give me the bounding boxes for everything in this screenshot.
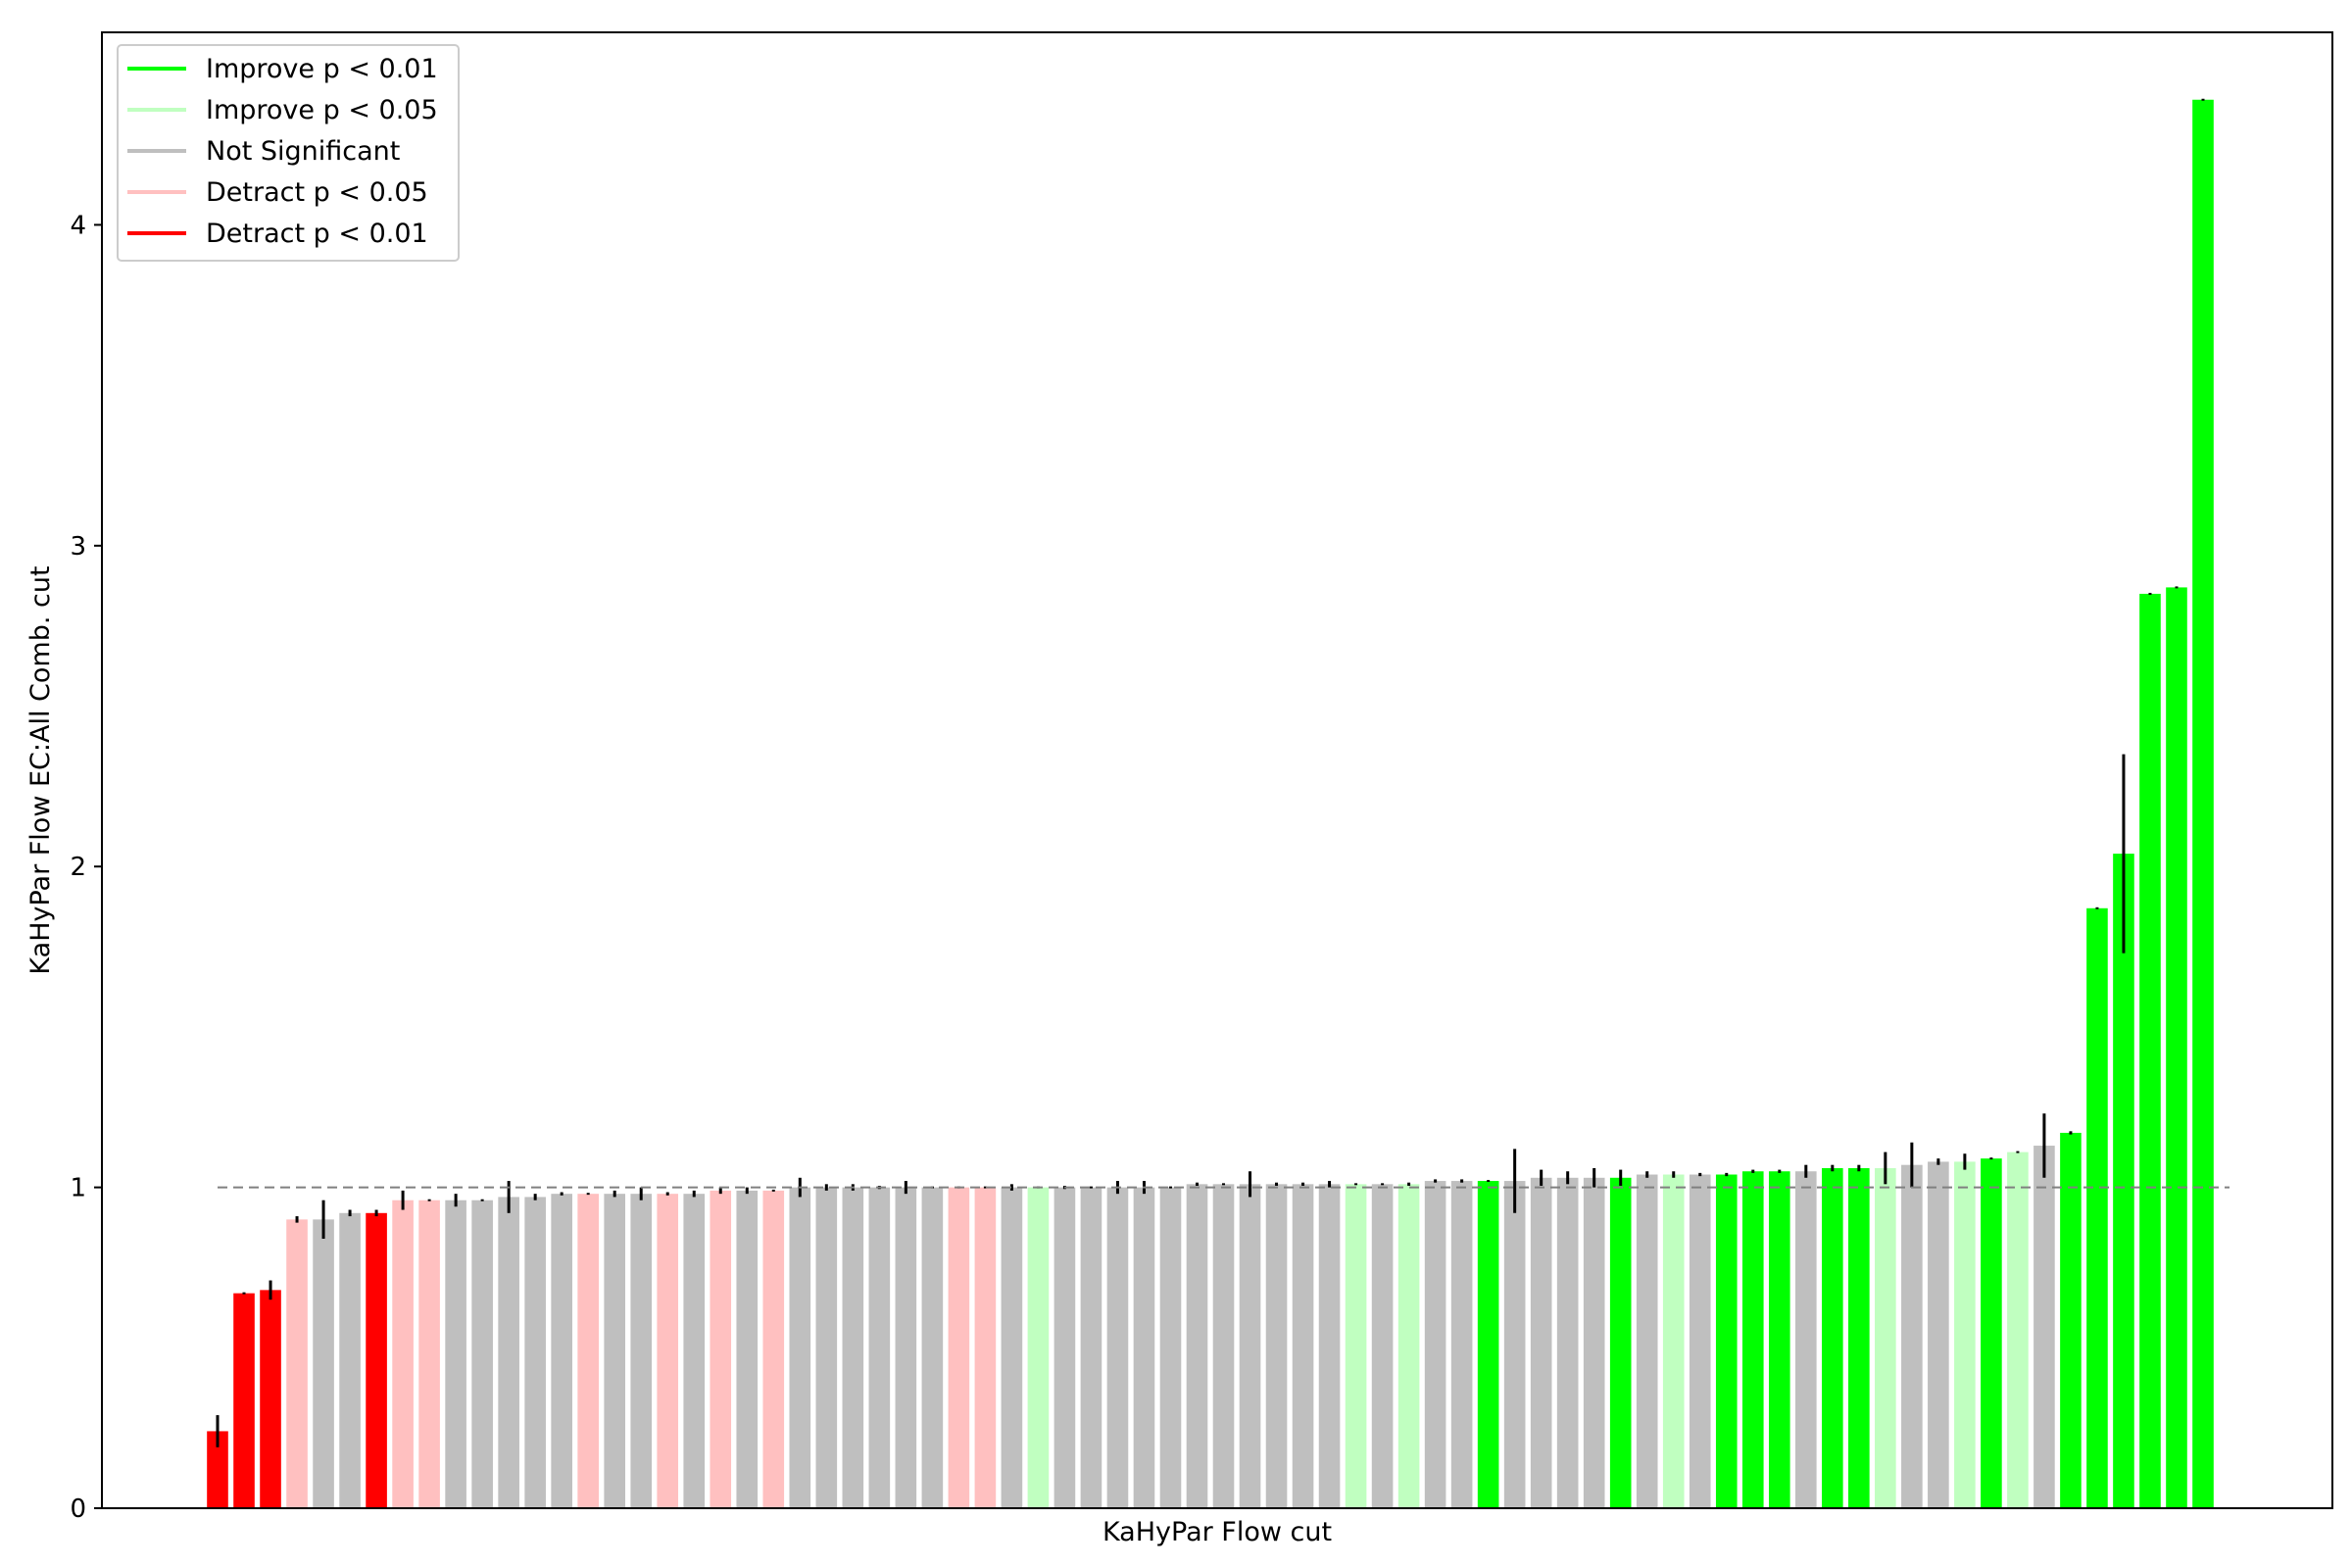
bar <box>1741 1171 1764 1508</box>
bar <box>233 1293 255 1508</box>
bar <box>1848 1167 1870 1508</box>
y-tick-label: 1 <box>70 1174 86 1203</box>
legend-label: Not Significant <box>206 136 400 167</box>
bar <box>1928 1161 1949 1508</box>
y-axis-label: KaHyPar Flow EC:All Comb. cut <box>25 565 56 974</box>
legend-frame <box>117 44 460 262</box>
bar <box>1450 1181 1473 1508</box>
bar <box>1954 1161 1976 1508</box>
error-bars-group <box>216 98 2205 1447</box>
legend-label: Detract p < 0.01 <box>206 219 428 249</box>
bar <box>1424 1181 1446 1508</box>
bar <box>392 1200 414 1508</box>
bars-group <box>207 99 2214 1508</box>
bar <box>1186 1184 1208 1508</box>
bar <box>736 1190 759 1508</box>
bar <box>1875 1167 1896 1508</box>
plot-area-frame <box>101 31 2333 1509</box>
bar <box>2086 907 2108 1508</box>
bar <box>445 1200 466 1508</box>
bar <box>2166 587 2187 1508</box>
bar <box>1265 1184 1288 1508</box>
y-tick-label: 3 <box>70 532 86 562</box>
bar <box>1159 1187 1182 1508</box>
bar <box>418 1200 440 1508</box>
bar <box>1239 1184 1261 1508</box>
bar <box>762 1190 785 1508</box>
legend-label: Improve p < 0.05 <box>206 95 438 125</box>
bar <box>1503 1181 1526 1508</box>
bar <box>286 1219 308 1508</box>
bar <box>498 1197 519 1508</box>
bar <box>2007 1152 2029 1508</box>
bar <box>604 1194 625 1508</box>
bar <box>551 1194 572 1508</box>
y-tick-label: 2 <box>70 853 86 882</box>
bar <box>1530 1177 1552 1508</box>
y-tick-label: 4 <box>70 211 86 240</box>
bar <box>1345 1184 1367 1508</box>
bar <box>657 1194 679 1508</box>
bar <box>1662 1174 1685 1508</box>
bar <box>1715 1174 1738 1508</box>
bar <box>1636 1174 1658 1508</box>
bar <box>1689 1174 1711 1508</box>
bar <box>313 1219 334 1508</box>
legend: Improve p < 0.01 Improve p < 0.05 Not Sign… <box>117 44 460 262</box>
bar <box>1106 1187 1129 1508</box>
bar <box>789 1187 811 1508</box>
bar <box>1371 1184 1394 1508</box>
bar <box>1054 1187 1076 1508</box>
bar <box>921 1187 944 1508</box>
bar <box>2192 99 2214 1508</box>
bar <box>948 1187 970 1508</box>
bar <box>1556 1177 1579 1508</box>
bar <box>1822 1167 1843 1508</box>
bar <box>2113 854 2134 1508</box>
bar <box>1001 1187 1023 1508</box>
legend-label: Improve p < 0.01 <box>206 54 438 84</box>
bar <box>974 1187 997 1508</box>
bar <box>1768 1171 1790 1508</box>
bar <box>1609 1177 1632 1508</box>
bar <box>207 1431 228 1508</box>
y-tick-label: 0 <box>70 1494 86 1524</box>
bar <box>1318 1184 1341 1508</box>
bar <box>1133 1187 1155 1508</box>
bar <box>1397 1184 1420 1508</box>
bar <box>1477 1181 1499 1508</box>
bar <box>710 1190 732 1508</box>
bar <box>1901 1164 1923 1508</box>
bar <box>577 1194 599 1508</box>
bar <box>524 1197 546 1508</box>
x-axis-label: KaHyPar Flow cut <box>1102 1517 1332 1547</box>
bar <box>1027 1187 1050 1508</box>
bar <box>2034 1146 2055 1508</box>
bar <box>1080 1187 1102 1508</box>
bar <box>1212 1184 1235 1508</box>
legend-label: Detract p < 0.05 <box>206 177 428 208</box>
bar <box>630 1194 653 1508</box>
bar <box>1292 1184 1314 1508</box>
bar <box>868 1187 891 1508</box>
bar <box>260 1290 281 1508</box>
bar <box>842 1187 864 1508</box>
bar <box>339 1212 361 1508</box>
y-axis-ticks: 0 1 2 3 4 <box>70 211 102 1524</box>
bar <box>366 1212 387 1508</box>
bar <box>2060 1132 2082 1508</box>
bar <box>1794 1171 1817 1508</box>
bar <box>1981 1158 2002 1508</box>
bar <box>815 1187 838 1508</box>
bar <box>895 1187 917 1508</box>
bar <box>471 1200 493 1508</box>
bar <box>2139 593 2161 1508</box>
bar <box>1583 1177 1605 1508</box>
bar <box>683 1194 706 1508</box>
